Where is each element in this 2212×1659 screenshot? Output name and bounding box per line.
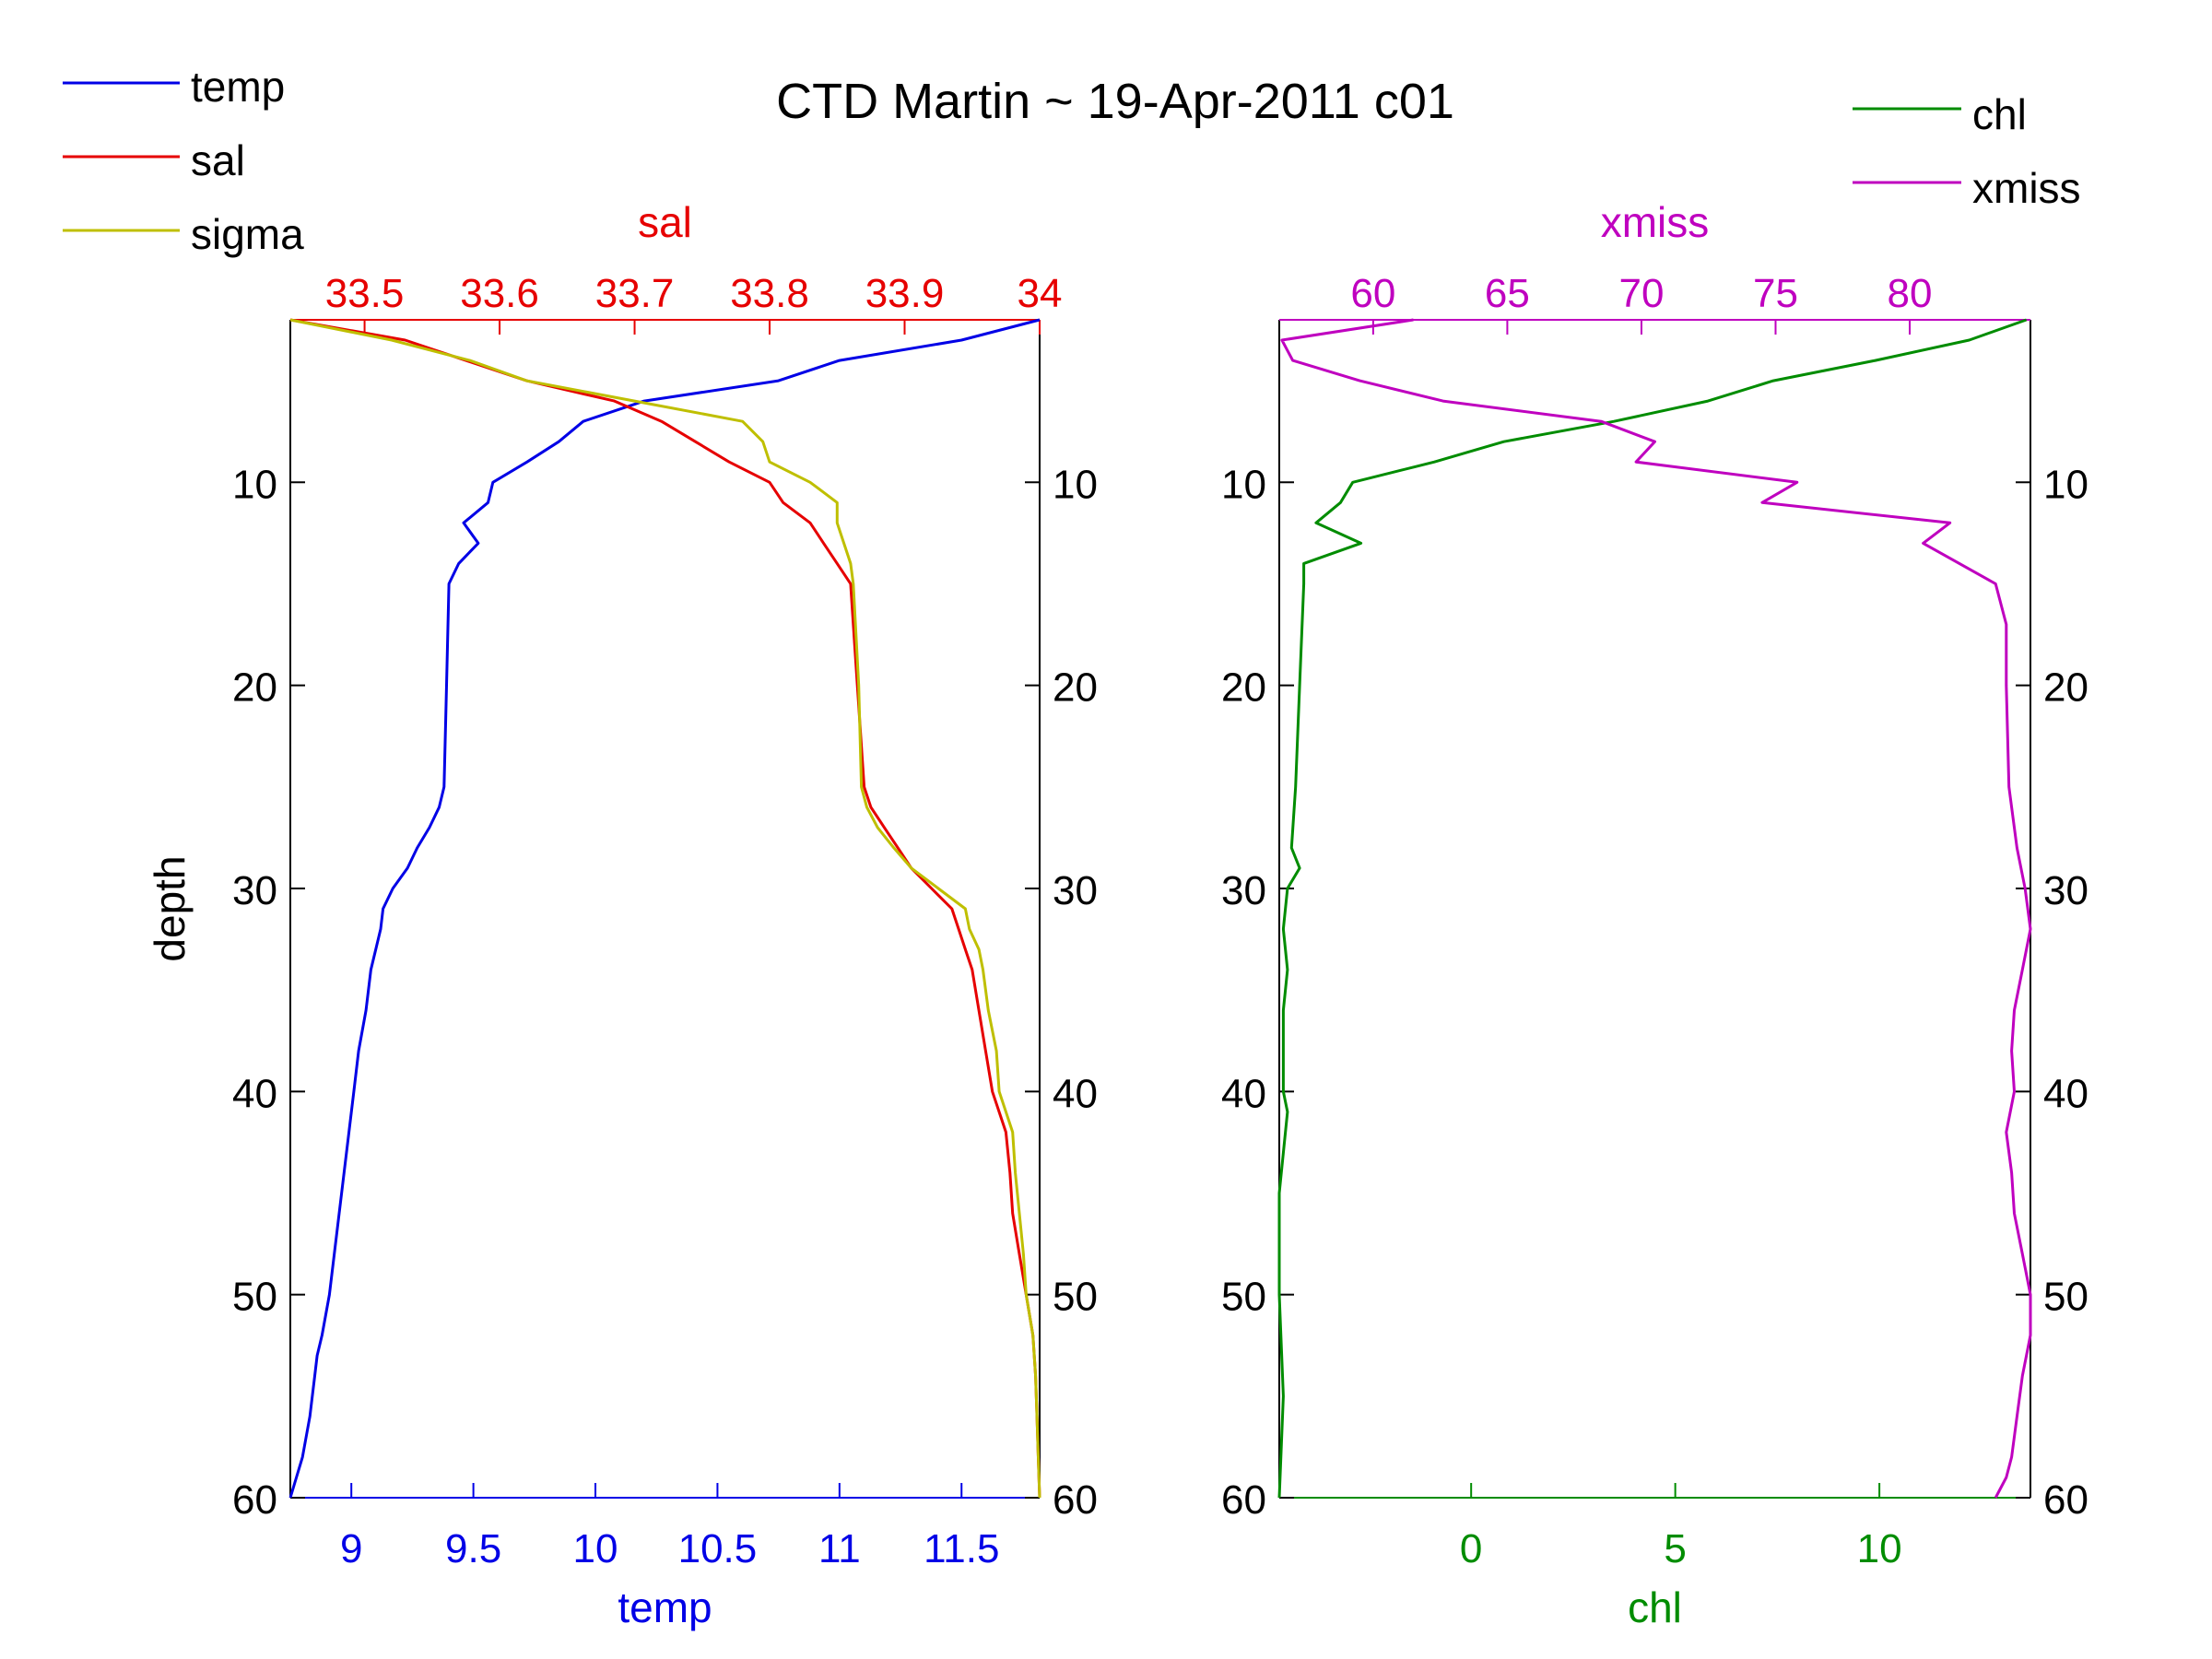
sal-tick-label: 33.7 xyxy=(595,271,675,316)
depth-tick-label-right: 20 xyxy=(2043,665,2088,711)
series-line-temp xyxy=(288,318,1041,1499)
depth-tick-label-right: 30 xyxy=(2043,868,2088,913)
temp-tick-label: 10.5 xyxy=(678,1526,758,1571)
chl-tick-label: 0 xyxy=(1460,1526,1482,1571)
depth-tick-label-left: 40 xyxy=(1221,1071,1266,1116)
legend-label-sal: sal xyxy=(191,136,245,184)
depth-tick-label-left: 30 xyxy=(1221,868,1266,913)
depth-tick-label-right: 20 xyxy=(1053,665,1098,711)
xmiss-tick-label: 70 xyxy=(1618,271,1664,316)
xmiss-tick-label: 65 xyxy=(1485,271,1530,316)
sal-axis-label: sal xyxy=(638,198,692,246)
temp-tick-label: 11 xyxy=(818,1526,861,1571)
sal-tick-label: 33.9 xyxy=(865,271,945,316)
legend-left: temp sal sigma xyxy=(63,63,304,258)
xmiss-axis-label: xmiss xyxy=(1601,198,1710,246)
sal-tick-label: 33.5 xyxy=(325,271,405,316)
depth-tick-label-right: 10 xyxy=(2043,462,2088,507)
depth-tick-label-left: 40 xyxy=(232,1071,277,1116)
sal-tick-label: 34 xyxy=(1018,271,1063,316)
depth-tick-label-left: 50 xyxy=(232,1275,277,1320)
temp-tick-label: 10 xyxy=(573,1526,618,1571)
depth-tick-label-left: 20 xyxy=(1221,665,1266,711)
chl-tick-label: 5 xyxy=(1664,1526,1686,1571)
chart-title: CTD Martin ~ 19-Apr-2011 c01 xyxy=(776,74,1454,129)
series-line-chl xyxy=(1277,318,2028,1499)
depth-axis-label: depth xyxy=(146,855,194,961)
depth-tick-label-right: 60 xyxy=(1053,1477,1098,1523)
legend-right: chl xmiss xyxy=(1853,90,2081,212)
depth-tick-label-left: 20 xyxy=(232,665,277,711)
series-line-xmiss xyxy=(1280,318,2032,1499)
sal-tick-label: 33.6 xyxy=(460,271,539,316)
depth-tick-label-right: 50 xyxy=(1053,1275,1098,1320)
legend-label-sigma: sigma xyxy=(191,210,304,258)
depth-tick-label-left: 10 xyxy=(1221,462,1266,507)
xmiss-tick-label: 60 xyxy=(1350,271,1395,316)
right-panel: 10 10 20 20 30 30 40 40 50 50 60 60 0 5 10 chl 60 65 70 75 8… xyxy=(1221,198,2088,1631)
chl-tick-label: 10 xyxy=(1857,1526,1902,1571)
depth-tick-label-left: 10 xyxy=(232,462,277,507)
depth-tick-label-right: 40 xyxy=(2043,1071,2088,1116)
temp-tick-label: 11.5 xyxy=(924,1526,999,1571)
legend-label-temp: temp xyxy=(191,63,285,111)
temp-tick-label: 9 xyxy=(340,1526,362,1571)
depth-tick-label-left: 60 xyxy=(1221,1477,1266,1523)
xmiss-tick-label: 80 xyxy=(1888,271,1933,316)
depth-tick-label-left: 50 xyxy=(1221,1275,1266,1320)
chl-axis-label: chl xyxy=(1628,1583,1682,1631)
temp-axis-label: temp xyxy=(618,1583,712,1631)
depth-tick-label-left: 30 xyxy=(232,868,277,913)
sal-tick-label: 33.8 xyxy=(730,271,809,316)
xmiss-tick-label: 75 xyxy=(1753,271,1798,316)
series-line-sigma xyxy=(289,318,1041,1499)
left-panel: 10 10 20 20 30 30 40 40 50 50 60 60 9 9.5 10 10.5 11 11.5… xyxy=(146,198,1098,1631)
depth-tick-label-right: 40 xyxy=(1053,1071,1098,1116)
depth-tick-label-right: 10 xyxy=(1053,462,1098,507)
legend-label-chl: chl xyxy=(1972,90,2027,138)
depth-tick-label-right: 30 xyxy=(1053,868,1098,913)
temp-tick-label: 9.5 xyxy=(445,1526,501,1571)
series-line-sal xyxy=(289,318,1041,1499)
depth-tick-label-right: 50 xyxy=(2043,1275,2088,1320)
depth-tick-label-left: 60 xyxy=(232,1477,277,1523)
legend-label-xmiss: xmiss xyxy=(1972,164,2081,212)
depth-tick-label-right: 60 xyxy=(2043,1477,2088,1523)
